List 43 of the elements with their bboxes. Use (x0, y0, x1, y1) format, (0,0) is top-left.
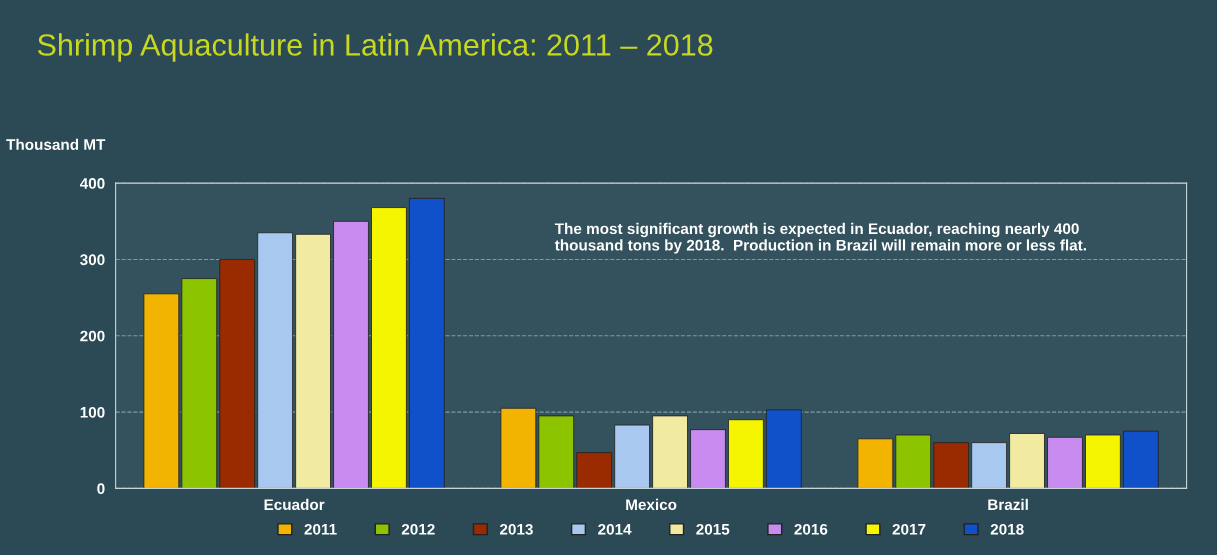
bar (1047, 436, 1083, 489)
annotation: The most significant growth is expected in Ecuador, reaching nearly 400 thousand tons by 2018. Production in Brazil will remain more or less flat. (554, 222, 1086, 254)
y-tick-label: 200 (80, 330, 105, 342)
bar (333, 220, 369, 489)
y-tick-label: 0 (97, 483, 105, 495)
bar (409, 197, 445, 489)
bar (181, 278, 218, 489)
legend-label: 2018 (990, 523, 1024, 535)
bar (1009, 433, 1045, 489)
legend-label: 2013 (499, 523, 533, 535)
y-tick-label: 100 (80, 406, 105, 418)
x-tick-label: Mexico (626, 498, 677, 511)
chart-title: Shrimp Aquaculture in Latin America: 2011 – 2018 (37, 33, 713, 62)
y-tick-label: 400 (79, 178, 105, 189)
bar (143, 293, 180, 489)
bar (500, 407, 537, 489)
bar (971, 442, 1007, 489)
bar (1085, 434, 1121, 489)
bar (895, 434, 932, 489)
x-tick-label: Brazil (988, 498, 1028, 511)
legend-label: 2015 (696, 523, 730, 535)
legend-label: 2017 (892, 523, 926, 535)
bar (576, 452, 613, 489)
bar (728, 419, 764, 489)
bar (690, 429, 726, 489)
bar (652, 415, 688, 489)
bar (857, 438, 894, 489)
y-axis-title: Thousand MT (6, 138, 106, 150)
bar (614, 424, 650, 489)
bar (371, 207, 407, 489)
legend-label: 2016 (794, 523, 828, 535)
bar (257, 232, 294, 489)
bar (295, 233, 331, 489)
bar (933, 442, 970, 489)
legend-label: 2012 (401, 523, 435, 535)
bar (765, 409, 802, 489)
legend-label: 2011 (304, 523, 337, 535)
legend-label: 2014 (598, 523, 632, 535)
y-tick-label: 300 (80, 254, 105, 266)
bar (219, 259, 256, 489)
bar (538, 415, 575, 489)
x-tick-label: Ecuador (264, 498, 325, 511)
bar (1122, 430, 1159, 489)
